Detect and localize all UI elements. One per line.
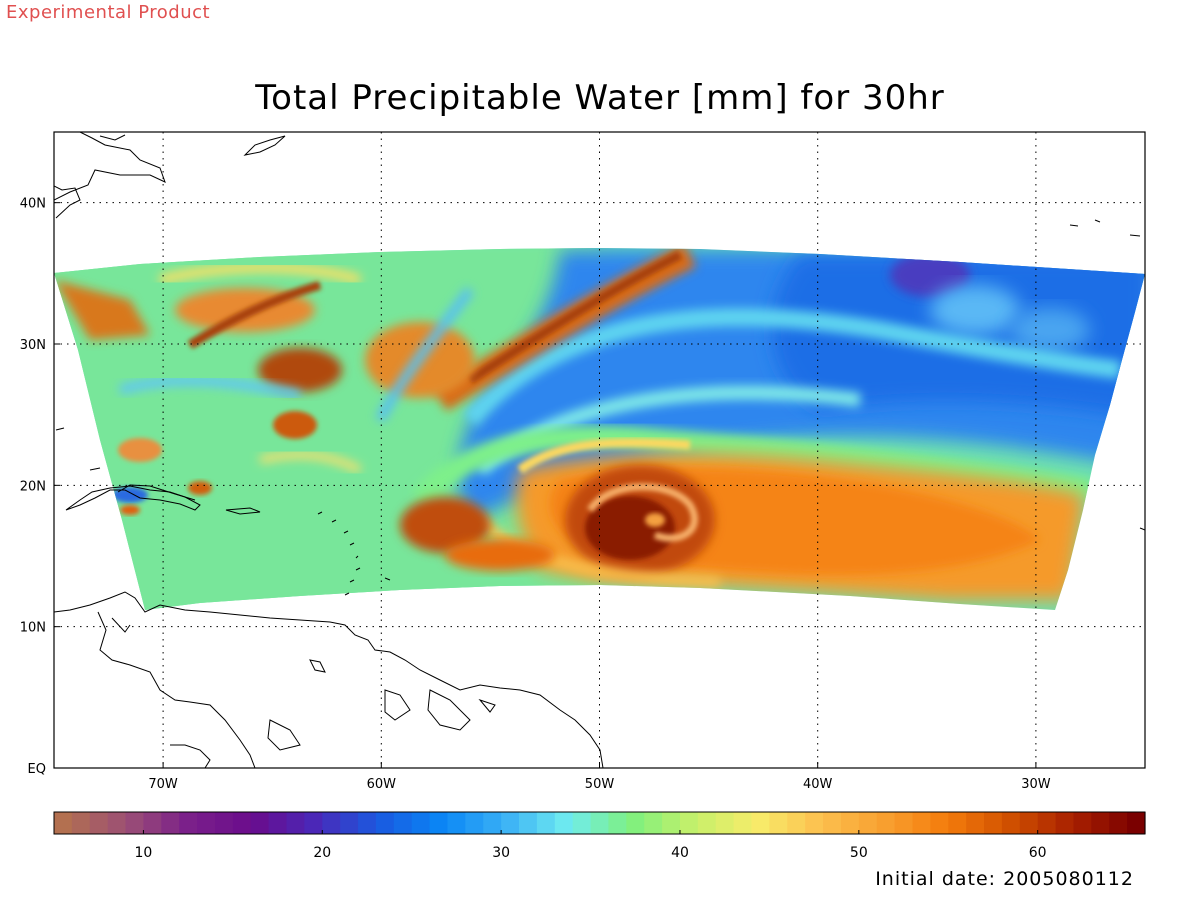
colorbar-swatch xyxy=(572,812,592,834)
colorbar-tick-label: 50 xyxy=(850,845,868,861)
colorbar-swatch xyxy=(214,812,234,834)
colorbar-swatch xyxy=(268,812,288,834)
colorbar-swatch xyxy=(769,812,788,834)
colorbar-swatch xyxy=(483,812,502,834)
lon-tick-label: 40W xyxy=(803,777,833,792)
colorbar-tick-labels: 10 20 30 40 50 60 xyxy=(135,830,1047,861)
colorbar-swatch xyxy=(715,812,735,834)
colorbar-swatch xyxy=(697,812,717,834)
colorbar-swatch xyxy=(626,812,645,834)
colorbar-swatch xyxy=(71,812,91,834)
colorbar-swatch xyxy=(858,812,878,834)
colorbar-swatch xyxy=(823,812,842,834)
colorbar-swatch xyxy=(107,812,127,834)
colorbar-swatch xyxy=(662,812,681,834)
colorbar-swatch xyxy=(948,812,967,834)
colorbar-swatch xyxy=(232,812,252,834)
colorbar-swatch xyxy=(644,812,663,834)
colorbar-swatch xyxy=(1001,812,1021,834)
colorbar-swatch xyxy=(840,812,860,834)
colorbar-tick-label: 60 xyxy=(1029,845,1047,861)
colorbar-tick-label: 40 xyxy=(671,845,689,861)
colorbar-frame xyxy=(53,811,1146,835)
colorbar-swatch xyxy=(358,812,377,834)
colorbar-swatch xyxy=(876,812,896,834)
lat-tick-label: 30N xyxy=(20,338,46,353)
colorbar-swatch xyxy=(787,812,806,834)
colorbar-tick-label: 10 xyxy=(135,845,153,861)
colorbar: 10 20 30 40 50 60 xyxy=(53,811,1146,861)
colorbar-swatch xyxy=(608,812,627,834)
colorbar-swatch xyxy=(1019,812,1039,834)
map-frame xyxy=(53,131,1146,769)
colorbar-swatch xyxy=(179,812,198,834)
colorbar-swatch xyxy=(501,812,520,834)
colorbar-swatch xyxy=(465,812,484,834)
colorbar-tick-label: 20 xyxy=(313,845,331,861)
colorbar-swatch xyxy=(411,812,431,834)
experimental-product-banner: Experimental Product xyxy=(6,2,211,23)
colorbar-swatch xyxy=(519,812,538,834)
lat-tick-label: EQ xyxy=(28,762,46,777)
colorbar-swatch xyxy=(429,812,449,834)
lat-tick-label: 10N xyxy=(20,621,46,636)
colorbar-swatch xyxy=(375,812,395,834)
latitude-tick-labels: EQ 10N 20N 30N 40N xyxy=(20,197,46,777)
colorbar-swatch xyxy=(143,812,162,834)
colorbar-swatch xyxy=(1091,812,1110,834)
colorbar-swatch xyxy=(679,812,699,834)
lat-tick-label: 40N xyxy=(20,197,46,212)
lon-tick-label: 70W xyxy=(148,777,178,792)
colorbar-swatches xyxy=(54,812,1146,834)
colorbar-swatch xyxy=(322,812,341,834)
colorbar-swatch xyxy=(89,812,109,834)
colorbar-swatch xyxy=(447,812,466,834)
colorbar-swatch xyxy=(304,812,323,834)
colorbar-swatch xyxy=(751,812,771,834)
colorbar-swatch xyxy=(340,812,359,834)
colorbar-tick-label: 30 xyxy=(492,845,510,861)
colorbar-swatch xyxy=(966,812,985,834)
colorbar-swatch xyxy=(984,812,1003,834)
longitude-tick-labels: 70W 60W 50W 40W 30W xyxy=(148,777,1050,792)
colorbar-swatch xyxy=(554,812,574,834)
colorbar-swatch xyxy=(536,812,556,834)
coastlines xyxy=(54,132,1145,768)
precipitable-water-field xyxy=(54,248,1145,610)
colorbar-swatch xyxy=(590,812,610,834)
colorbar-swatch xyxy=(250,812,270,834)
colorbar-swatch xyxy=(733,812,753,834)
colorbar-swatch xyxy=(894,812,914,834)
colorbar-swatch xyxy=(1055,812,1075,834)
colorbar-swatch xyxy=(912,812,931,834)
colorbar-swatch xyxy=(1073,812,1092,834)
map-title: Total Precipitable Water [mm] for 30hr xyxy=(255,78,945,118)
colorbar-swatch xyxy=(1109,812,1128,834)
lat-tick-label: 20N xyxy=(20,479,46,494)
colorbar-swatch xyxy=(1037,812,1057,834)
colorbar-swatch xyxy=(393,812,413,834)
lon-tick-label: 50W xyxy=(585,777,615,792)
colorbar-swatch xyxy=(161,812,180,834)
initial-date-label: Initial date: 2005080112 xyxy=(875,868,1134,890)
colorbar-swatch xyxy=(1127,812,1146,834)
lon-tick-label: 30W xyxy=(1021,777,1051,792)
colorbar-swatch xyxy=(197,812,216,834)
colorbar-swatch xyxy=(805,812,824,834)
colorbar-swatch xyxy=(930,812,949,834)
colorbar-swatch xyxy=(54,812,73,834)
lon-tick-label: 60W xyxy=(367,777,397,792)
colorbar-swatch xyxy=(125,812,145,834)
colorbar-swatch xyxy=(286,812,305,834)
